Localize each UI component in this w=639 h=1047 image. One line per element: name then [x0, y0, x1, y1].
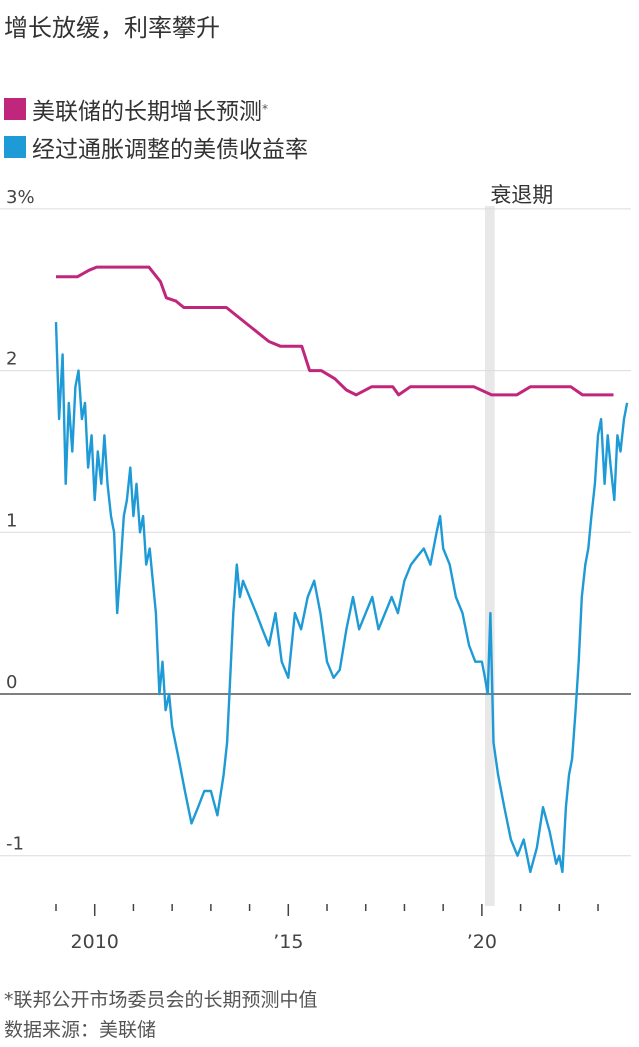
legend-label: 美联储的长期增长预测	[32, 99, 262, 125]
y-tick-label: 3%	[6, 187, 35, 208]
x-tick-label: 2010	[71, 931, 119, 953]
series-line-growth-forecast	[56, 265, 614, 397]
legend-swatch-blue	[4, 136, 26, 158]
recession-band	[484, 206, 495, 906]
legend-item-real-yield: 经过通胀调整的美债收益率	[4, 130, 308, 164]
y-tick-label: -1	[6, 834, 24, 855]
chart-title: 增长放缓，利率攀升	[4, 14, 220, 42]
y-tick-label: 2	[6, 349, 17, 370]
legend-swatch-magenta	[4, 98, 26, 120]
legend-item-growth-forecast: 美联储的长期增长预测 *	[4, 92, 268, 126]
footnote: *联邦公开市场委员会的长期预测中值	[4, 989, 318, 1011]
source-note: 数据来源：美联储	[4, 1019, 157, 1041]
legend-footnote-marker: *	[262, 102, 268, 116]
legend-label: 经过通胀调整的美债收益率	[32, 137, 308, 163]
y-tick-label: 1	[6, 510, 17, 531]
series-line-real-yield	[54, 322, 629, 874]
y-tick-label: 0	[6, 672, 17, 693]
x-tick-label: ’15	[273, 931, 303, 953]
x-tick-label: ’20	[467, 931, 497, 953]
recession-label: 衰退期	[490, 183, 553, 207]
